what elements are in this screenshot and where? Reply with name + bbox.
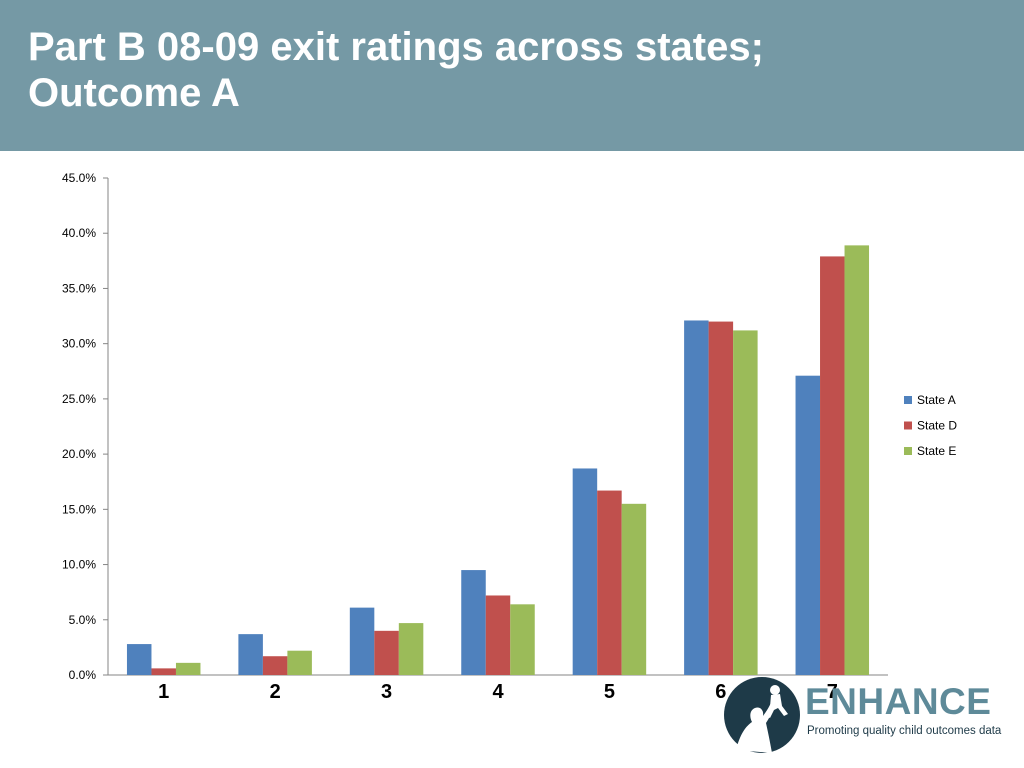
bar-state-d-cat-6 bbox=[708, 321, 734, 675]
y-tick-label: 0.0% bbox=[69, 668, 97, 682]
x-category-label: 7 bbox=[827, 681, 838, 703]
bar-state-a-cat-6 bbox=[684, 320, 709, 675]
y-tick-label: 45.0% bbox=[62, 171, 96, 185]
bar-state-a-cat-7 bbox=[795, 375, 821, 675]
logo-tagline: Promoting quality child outcomes data bbox=[807, 725, 1002, 737]
legend-label-state-d: State D bbox=[917, 419, 957, 433]
y-tick-label: 35.0% bbox=[62, 281, 96, 295]
bar-state-a-cat-1 bbox=[126, 644, 152, 675]
bar-state-e-cat-2 bbox=[287, 650, 312, 675]
x-category-label: 2 bbox=[270, 681, 281, 703]
x-category-label: 4 bbox=[492, 681, 504, 703]
y-tick-label: 25.0% bbox=[62, 392, 96, 406]
y-tick-label: 20.0% bbox=[62, 447, 96, 461]
legend-label-state-e: State E bbox=[917, 444, 956, 458]
bar-state-a-cat-2 bbox=[238, 634, 263, 675]
x-category-label: 5 bbox=[604, 681, 615, 703]
logo-wordmark: ENHANCE bbox=[805, 681, 992, 722]
bar-state-e-cat-5 bbox=[621, 503, 647, 675]
title-banner: Part B 08-09 exit ratings across states;… bbox=[0, 0, 1024, 151]
slide-title-line-2: Outcome A bbox=[28, 71, 240, 115]
parent-lifting-child-icon bbox=[724, 677, 800, 753]
y-tick-label: 40.0% bbox=[62, 226, 96, 240]
bar-state-a-cat-3 bbox=[349, 607, 375, 675]
y-tick-label: 5.0% bbox=[69, 613, 97, 627]
legend-swatch-state-e bbox=[904, 447, 912, 455]
y-tick-label: 30.0% bbox=[62, 337, 96, 351]
slide-title-line-1: Part B 08-09 exit ratings across states; bbox=[28, 25, 764, 69]
bar-state-d-cat-3 bbox=[374, 630, 399, 675]
legend-label-state-a: State A bbox=[917, 393, 956, 407]
legend-swatch-state-d bbox=[904, 421, 912, 430]
x-category-label: 6 bbox=[715, 681, 726, 703]
bar-state-a-cat-4 bbox=[461, 570, 486, 675]
bar-state-e-cat-6 bbox=[733, 330, 758, 675]
bar-state-d-cat-5 bbox=[597, 490, 622, 675]
bar-state-a-cat-5 bbox=[572, 468, 598, 675]
bar-chart: 0.0% 5.0% 10.0% 15.0% 20.0% 25.0% 30.0% 35.0% 40… bbox=[62, 171, 957, 703]
x-category-label: 1 bbox=[158, 681, 169, 703]
bar-state-e-cat-1 bbox=[175, 662, 201, 675]
enhance-logo: ENHANCE Promoting quality child outcomes… bbox=[722, 676, 1012, 754]
bar-state-d-cat-2 bbox=[262, 656, 288, 675]
bar-state-e-cat-4 bbox=[510, 604, 535, 675]
bar-state-d-cat-1 bbox=[151, 668, 176, 675]
x-category-label: 3 bbox=[381, 681, 392, 703]
bar-state-e-cat-7 bbox=[844, 245, 870, 676]
bar-state-e-cat-3 bbox=[398, 623, 424, 675]
bar-state-d-cat-7 bbox=[820, 256, 845, 675]
y-tick-label: 10.0% bbox=[62, 558, 96, 572]
y-tick-label: 15.0% bbox=[62, 502, 96, 516]
legend-swatch-state-a bbox=[904, 396, 912, 404]
slide-title: Part B 08-09 exit ratings across states;… bbox=[28, 24, 988, 116]
bar-state-d-cat-4 bbox=[485, 595, 511, 675]
